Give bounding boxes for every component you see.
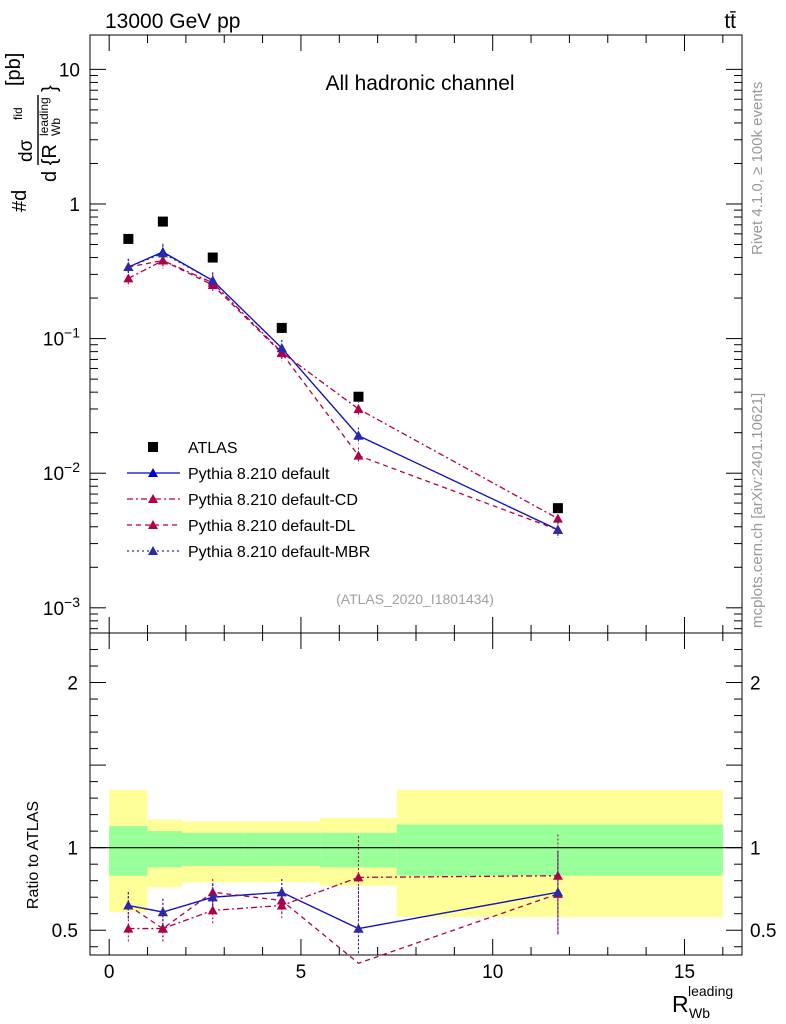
- svg-text:#d: #d: [9, 190, 31, 212]
- series-line-main: [128, 251, 559, 531]
- x-tick-label: 5: [296, 962, 307, 983]
- atlas-data-point: [353, 391, 364, 402]
- x-tick-label: 15: [674, 962, 695, 983]
- legend-label: Pythia 8.210 default-CD: [188, 492, 358, 509]
- series-marker-ratio: [207, 892, 218, 902]
- atlas-data-point: [157, 216, 168, 227]
- series-marker-main: [552, 524, 563, 534]
- series-marker-main: [353, 430, 364, 440]
- ratio-tick-label-right: 0.5: [750, 921, 776, 942]
- ratio-bands: [90, 789, 742, 918]
- ratio-tick-label-right: 1: [750, 839, 761, 860]
- ratio-band-inner: [109, 826, 148, 876]
- series-line-main: [128, 259, 559, 531]
- series-line-ratio: [127, 891, 559, 964]
- series-marker-main: [123, 273, 134, 283]
- main-plot: [123, 216, 563, 538]
- y-tick-label: 10−3: [43, 594, 80, 620]
- series-marker-main: [123, 262, 134, 272]
- svg-text:leading: leading: [688, 983, 733, 999]
- legend-label: Pythia 8.210 default: [188, 466, 330, 483]
- series-marker-main: [276, 343, 287, 353]
- ratio-band-inner: [243, 832, 321, 866]
- series-marker-ratio: [552, 887, 563, 897]
- ratio-tick-label-right: 2: [750, 674, 761, 695]
- series-line-main: [128, 259, 559, 520]
- ratio-tick-label-left: 2: [67, 674, 78, 695]
- series-marker-ratio: [276, 887, 287, 897]
- legend-marker: [148, 520, 158, 529]
- legend-marker: [148, 546, 158, 555]
- ratio-band-inner: [396, 824, 723, 876]
- svg-text:Wb: Wb: [49, 118, 63, 136]
- legend-label: Pythia 8.210 default-DL: [188, 518, 355, 535]
- legend-marker-atlas: [148, 442, 158, 452]
- rivet-label: Rivet 4.1.0, ≥ 100k events: [749, 82, 766, 255]
- series-line-ratio: [128, 891, 559, 930]
- series-marker-ratio: [353, 923, 364, 933]
- atlas-data-point: [207, 252, 218, 263]
- main-y-axis-label: #d dσ fid d {R leading Wb } [pb]: [3, 53, 63, 212]
- legend-label: ATLAS: [188, 440, 238, 457]
- ratio-y-label: Ratio to ATLAS: [25, 801, 42, 909]
- svg-text:Wb: Wb: [689, 1005, 710, 1021]
- series-marker-main: [353, 403, 364, 413]
- svg-text:[pb]: [pb]: [3, 53, 25, 86]
- svg-text:fid: fid: [11, 107, 25, 120]
- series-marker-ratio: [157, 923, 168, 933]
- atlas-data-point: [276, 322, 287, 333]
- legend-label: Pythia 8.210 default-MBR: [188, 544, 370, 561]
- y-tick-label: 10: [59, 60, 80, 81]
- svg-text:}: }: [39, 85, 61, 92]
- series-marker-main: [207, 275, 218, 285]
- atlas-data-point: [552, 503, 563, 514]
- axis-ticks: [90, 35, 742, 955]
- legend-marker: [148, 468, 158, 477]
- svg-text:R: R: [672, 991, 689, 1017]
- x-tick-label: 0: [104, 962, 115, 983]
- ratio-band-inner: [147, 831, 183, 868]
- x-tick-label: 10: [482, 962, 503, 983]
- series-marker-main: [353, 450, 364, 460]
- analysis-id: (ATLAS_2020_I1801434): [336, 591, 494, 607]
- y-tick-label: 10−2: [43, 459, 80, 485]
- series-line-ratio: [128, 875, 558, 930]
- ratio-tick-label-left: 1: [67, 839, 78, 860]
- series-marker-main: [157, 255, 168, 265]
- atlas-data-point: [123, 233, 134, 244]
- series-marker-ratio: [157, 907, 168, 917]
- series-marker-ratio: [353, 872, 364, 882]
- legend: ATLAS Pythia 8.210 default Pythia 8.210 de…: [127, 440, 370, 561]
- svg-text:leading: leading: [37, 97, 51, 136]
- y-tick-label: 1: [69, 195, 80, 216]
- x-axis-label: R leading Wb: [672, 983, 733, 1021]
- energy-label: 13000 GeV pp: [105, 10, 240, 33]
- series-marker-main: [552, 513, 563, 523]
- series-marker-ratio: [123, 923, 134, 933]
- legend-marker: [148, 494, 158, 503]
- ratio-band-inner: [182, 832, 244, 866]
- ratio-plot: [123, 834, 563, 964]
- svg-text:d {R: d {R: [39, 144, 61, 182]
- series-marker-main: [157, 248, 168, 258]
- axis-tick-labels: 0 5 10 15 10−3 10−2 10−1 1 10 0.5 0.5 1 1 2 2: [43, 60, 777, 983]
- svg-text:dσ: dσ: [16, 139, 37, 162]
- y-tick-label: 10−1: [43, 325, 80, 351]
- ratio-tick-label-left: 0.5: [52, 921, 78, 942]
- series-line-main: [128, 252, 559, 531]
- process-label: tt̄: [724, 10, 736, 33]
- mcplots-label: mcplots.cern.ch [arXiv:2401.10621]: [749, 393, 766, 628]
- series-marker-ratio: [207, 887, 218, 897]
- chart-title: All hadronic channel: [325, 72, 514, 95]
- series-marker-ratio: [123, 900, 134, 910]
